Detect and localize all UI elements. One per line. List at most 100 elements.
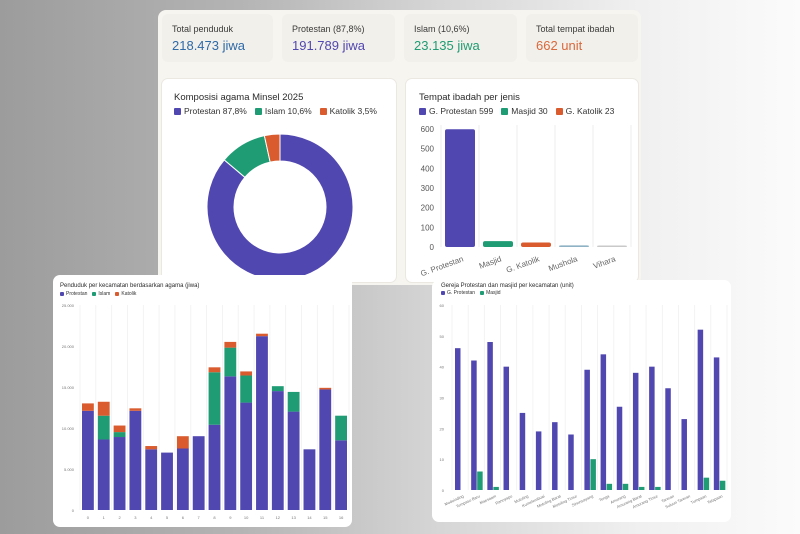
- bar-g-protestan: [584, 369, 590, 490]
- y-tick-label: 0: [72, 508, 75, 513]
- bar-masjid: [477, 471, 483, 490]
- legend-item-katolik: Katolik 3,5%: [319, 106, 377, 116]
- bar-segment-protestan: [176, 448, 189, 510]
- bar-g-protestan: [455, 348, 461, 490]
- x-tick-label: Vihara: [592, 254, 617, 271]
- y-tick-label: 30: [440, 396, 445, 401]
- y-tick-label: 400: [421, 164, 435, 173]
- bar-segment-protestan: [303, 449, 316, 510]
- legend-item-katolik: Katolik: [115, 291, 136, 297]
- bar-segment-protestan: [161, 452, 173, 510]
- bar-segment-protestan: [129, 410, 142, 510]
- bar-masjid: [719, 480, 726, 490]
- gereja-card: Gereja Protestan dan masjid per kecamata…: [432, 280, 731, 522]
- bar-masjid: [590, 459, 596, 490]
- bar-segment-protestan: [145, 449, 158, 510]
- bar-segment-protestan: [319, 389, 332, 510]
- dashboard-panel: Total penduduk 218.473 jiwa Protestan (8…: [158, 10, 641, 285]
- bar-g-protestan: [445, 129, 475, 247]
- legend-item-islam: Islam: [92, 291, 110, 297]
- bar-g-protestan: [649, 366, 655, 490]
- legend-item-islam: Islam 10,6%: [254, 106, 312, 116]
- chart-title: Tempat ibadah per jenis: [419, 92, 520, 103]
- bar-segment-protestan: [97, 439, 110, 510]
- bar-segment-katolik: [224, 341, 237, 348]
- donut-chart: [206, 133, 354, 281]
- bar-segment-islam: [287, 391, 300, 412]
- bar-segment-katolik: [97, 401, 110, 416]
- bar-masjid: [606, 483, 613, 490]
- donut-card: Komposisi agama Minsel 2025 Protestan 87…: [161, 78, 397, 283]
- x-tick-label: G. Katolik: [505, 254, 542, 275]
- x-tick-label: 6: [182, 515, 185, 520]
- chart-title: Penduduk per kecamatan berdasarkan agama…: [60, 283, 200, 289]
- bar-mushola: [559, 245, 589, 247]
- chart-legend: Protestan Islam Katolik: [60, 291, 136, 297]
- bar-g-protestan: [487, 342, 493, 490]
- x-tick-label: 15: [323, 515, 328, 520]
- y-tick-label: 60: [440, 303, 445, 308]
- bar-segment-islam: [240, 375, 253, 403]
- y-tick-label: 0: [430, 243, 435, 252]
- bar-g-protestan: [519, 412, 526, 490]
- bar-segment-protestan: [113, 437, 126, 510]
- bar-segment-katolik: [176, 436, 189, 449]
- stat-value: 23.135 jiwa: [414, 38, 480, 53]
- bar-g-protestan: [697, 329, 704, 490]
- stat-tempat-ibadah: Total tempat ibadah 662 unit: [526, 14, 638, 62]
- stat-value: 218.473 jiwa: [172, 38, 245, 53]
- y-tick-label: 100: [421, 223, 435, 232]
- bar-masjid: [655, 486, 661, 490]
- bar-segment-protestan: [240, 402, 253, 510]
- bar-segment-protestan: [271, 391, 284, 510]
- legend-item-protestan: G. Protestan 599: [419, 106, 493, 116]
- penduduk-card: Penduduk per kecamatan berdasarkan agama…: [53, 275, 352, 527]
- bar-segment-katolik: [319, 387, 332, 390]
- y-tick-label: 200: [421, 204, 435, 213]
- bar-g-protestan: [665, 388, 671, 490]
- x-tick-label: 8: [213, 515, 216, 520]
- donut-slice-protestan: [206, 133, 354, 281]
- x-tick-label: Amurang: [609, 493, 626, 504]
- bar-g-protestan: [713, 357, 720, 490]
- bar-g-protestan: [632, 372, 639, 490]
- x-tick-label: Tareran: [660, 493, 674, 503]
- bar-segment-protestan: [335, 440, 347, 510]
- legend-item-masjid: Masjid 30: [501, 106, 548, 116]
- bar-g-protestan: [600, 354, 607, 490]
- chart-title: Gereja Protestan dan masjid per kecamata…: [441, 283, 574, 289]
- stat-total-penduduk: Total penduduk 218.473 jiwa: [162, 14, 273, 62]
- y-tick-label: 600: [421, 125, 435, 134]
- bar-segment-protestan: [224, 376, 237, 510]
- stat-label: Protestan (87,8%): [292, 24, 365, 34]
- bar-segment-katolik: [82, 403, 94, 411]
- bar-segment-katolik: [129, 408, 142, 411]
- legend-item-katolik: G. Katolik 23: [555, 106, 614, 116]
- stat-value: 662 unit: [536, 38, 583, 53]
- bar-segment-katolik: [145, 446, 158, 450]
- bar-g-protestan: [503, 366, 510, 490]
- x-tick-label: 12: [276, 515, 281, 520]
- x-tick-label: 10: [244, 515, 249, 520]
- x-tick-label: 1: [103, 515, 106, 520]
- x-tick-label: 9: [229, 515, 232, 520]
- x-tick-label: Tenga: [598, 493, 611, 502]
- stat-label: Islam (10,6%): [414, 24, 470, 34]
- x-tick-label: Masjid: [478, 254, 503, 270]
- bar-segment-protestan: [256, 336, 268, 510]
- y-tick-label: 10.000: [62, 426, 75, 431]
- chart-title: Komposisi agama Minsel 2025: [174, 92, 304, 103]
- x-tick-label: 14: [307, 515, 312, 520]
- y-tick-label: 0: [442, 488, 445, 493]
- ibadah-card: Tempat ibadah per jenis G. Protestan 599…: [405, 78, 639, 283]
- y-tick-label: 20.000: [62, 344, 75, 349]
- bar-g-protestan: [552, 422, 558, 490]
- bar-segment-islam: [208, 372, 221, 425]
- bar-segment-katolik: [256, 333, 268, 337]
- bar-segment-protestan: [82, 410, 94, 510]
- bar-masjid: [703, 477, 710, 490]
- bar-segment-islam: [271, 386, 284, 392]
- bar-segment-islam: [335, 415, 347, 441]
